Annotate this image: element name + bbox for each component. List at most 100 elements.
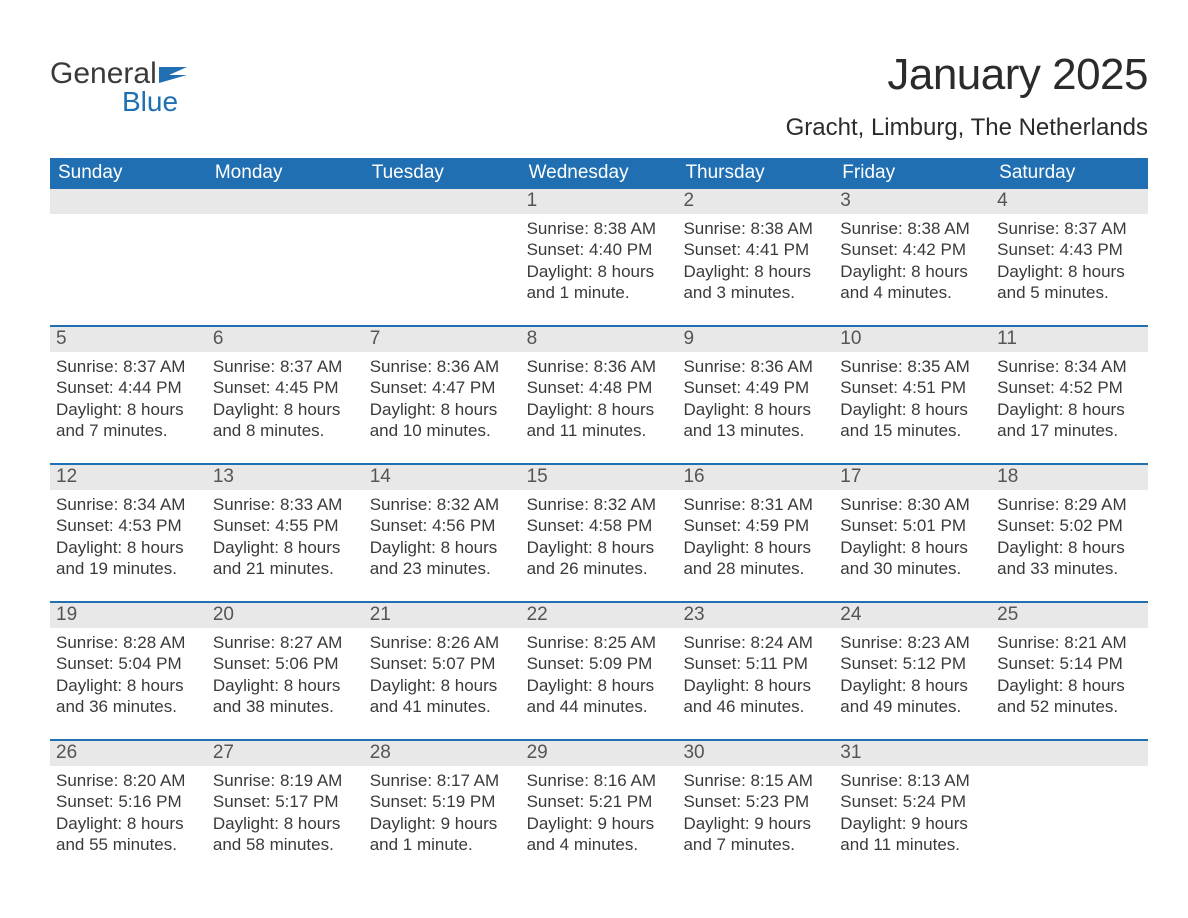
week-row: 1Sunrise: 8:38 AMSunset: 4:40 PMDaylight… <box>50 189 1148 309</box>
day-number: 31 <box>834 741 991 766</box>
daylight2-text: and 36 minutes. <box>56 696 201 717</box>
calendar-cell <box>991 741 1148 861</box>
cell-body: Sunrise: 8:37 AMSunset: 4:44 PMDaylight:… <box>50 352 207 441</box>
sunrise-text: Sunrise: 8:25 AM <box>527 632 672 653</box>
calendar-cell: 27Sunrise: 8:19 AMSunset: 5:17 PMDayligh… <box>207 741 364 861</box>
sunset-text: Sunset: 4:59 PM <box>683 515 828 536</box>
calendar: Sunday Monday Tuesday Wednesday Thursday… <box>50 158 1148 861</box>
daylight1-text: Daylight: 8 hours <box>56 399 201 420</box>
sunrise-text: Sunrise: 8:38 AM <box>683 218 828 239</box>
sunset-text: Sunset: 5:04 PM <box>56 653 201 674</box>
calendar-cell <box>207 189 364 309</box>
sunrise-text: Sunrise: 8:29 AM <box>997 494 1142 515</box>
calendar-cell: 2Sunrise: 8:38 AMSunset: 4:41 PMDaylight… <box>677 189 834 309</box>
daylight1-text: Daylight: 8 hours <box>997 675 1142 696</box>
calendar-cell: 17Sunrise: 8:30 AMSunset: 5:01 PMDayligh… <box>834 465 991 585</box>
sunrise-text: Sunrise: 8:32 AM <box>527 494 672 515</box>
cell-body: Sunrise: 8:38 AMSunset: 4:41 PMDaylight:… <box>677 214 834 303</box>
cell-body: Sunrise: 8:16 AMSunset: 5:21 PMDaylight:… <box>521 766 678 855</box>
sunrise-text: Sunrise: 8:37 AM <box>213 356 358 377</box>
sunrise-text: Sunrise: 8:37 AM <box>56 356 201 377</box>
daylight2-text: and 52 minutes. <box>997 696 1142 717</box>
daylight2-text: and 19 minutes. <box>56 558 201 579</box>
daylight1-text: Daylight: 8 hours <box>840 675 985 696</box>
sunset-text: Sunset: 4:53 PM <box>56 515 201 536</box>
sunset-text: Sunset: 4:58 PM <box>527 515 672 536</box>
sunset-text: Sunset: 4:56 PM <box>370 515 515 536</box>
sunset-text: Sunset: 5:24 PM <box>840 791 985 812</box>
sunrise-text: Sunrise: 8:35 AM <box>840 356 985 377</box>
sunrise-text: Sunrise: 8:30 AM <box>840 494 985 515</box>
cell-body: Sunrise: 8:32 AMSunset: 4:56 PMDaylight:… <box>364 490 521 579</box>
cell-body: Sunrise: 8:34 AMSunset: 4:53 PMDaylight:… <box>50 490 207 579</box>
calendar-cell: 3Sunrise: 8:38 AMSunset: 4:42 PMDaylight… <box>834 189 991 309</box>
sunrise-text: Sunrise: 8:37 AM <box>997 218 1142 239</box>
calendar-cell: 5Sunrise: 8:37 AMSunset: 4:44 PMDaylight… <box>50 327 207 447</box>
daylight1-text: Daylight: 9 hours <box>683 813 828 834</box>
daylight2-text: and 38 minutes. <box>213 696 358 717</box>
sunset-text: Sunset: 5:09 PM <box>527 653 672 674</box>
day-number: 4 <box>991 189 1148 214</box>
cell-body: Sunrise: 8:23 AMSunset: 5:12 PMDaylight:… <box>834 628 991 717</box>
daylight1-text: Daylight: 8 hours <box>56 537 201 558</box>
logo-line1: General <box>50 60 189 89</box>
week-row: 19Sunrise: 8:28 AMSunset: 5:04 PMDayligh… <box>50 601 1148 723</box>
week-row: 12Sunrise: 8:34 AMSunset: 4:53 PMDayligh… <box>50 463 1148 585</box>
daylight1-text: Daylight: 8 hours <box>527 399 672 420</box>
sunset-text: Sunset: 4:43 PM <box>997 239 1142 260</box>
sunrise-text: Sunrise: 8:36 AM <box>683 356 828 377</box>
sunrise-text: Sunrise: 8:34 AM <box>56 494 201 515</box>
sunset-text: Sunset: 5:14 PM <box>997 653 1142 674</box>
cell-body: Sunrise: 8:15 AMSunset: 5:23 PMDaylight:… <box>677 766 834 855</box>
daylight1-text: Daylight: 8 hours <box>56 675 201 696</box>
sunset-text: Sunset: 4:47 PM <box>370 377 515 398</box>
daylight1-text: Daylight: 8 hours <box>370 537 515 558</box>
sunset-text: Sunset: 5:07 PM <box>370 653 515 674</box>
month-title: January 2025 <box>786 50 1148 100</box>
day-number: 19 <box>50 603 207 628</box>
daylight1-text: Daylight: 8 hours <box>997 399 1142 420</box>
cell-body: Sunrise: 8:35 AMSunset: 4:51 PMDaylight:… <box>834 352 991 441</box>
daylight2-text: and 11 minutes. <box>527 420 672 441</box>
daylight1-text: Daylight: 8 hours <box>997 537 1142 558</box>
day-number: 9 <box>677 327 834 352</box>
calendar-cell: 9Sunrise: 8:36 AMSunset: 4:49 PMDaylight… <box>677 327 834 447</box>
cell-body: Sunrise: 8:29 AMSunset: 5:02 PMDaylight:… <box>991 490 1148 579</box>
calendar-cell: 28Sunrise: 8:17 AMSunset: 5:19 PMDayligh… <box>364 741 521 861</box>
daylight2-text: and 5 minutes. <box>997 282 1142 303</box>
cell-body: Sunrise: 8:17 AMSunset: 5:19 PMDaylight:… <box>364 766 521 855</box>
calendar-cell: 1Sunrise: 8:38 AMSunset: 4:40 PMDaylight… <box>521 189 678 309</box>
daylight1-text: Daylight: 8 hours <box>213 675 358 696</box>
day-header: Tuesday <box>364 158 521 189</box>
daylight2-text: and 3 minutes. <box>683 282 828 303</box>
sunrise-text: Sunrise: 8:24 AM <box>683 632 828 653</box>
day-number <box>991 741 1148 766</box>
daylight1-text: Daylight: 8 hours <box>840 399 985 420</box>
cell-body: Sunrise: 8:36 AMSunset: 4:47 PMDaylight:… <box>364 352 521 441</box>
calendar-cell: 19 Sunrise: 8:28 AMSunset: 5:04 PMDayligh… <box>50 603 207 723</box>
daylight2-text: and 1 minute. <box>370 834 515 855</box>
daylight2-text: and 4 minutes. <box>840 282 985 303</box>
day-number: 8 <box>521 327 678 352</box>
week-row: 26Sunrise: 8:20 AMSunset: 5:16 PMDayligh… <box>50 739 1148 861</box>
day-number: 22 <box>521 603 678 628</box>
sunrise-text: Sunrise: 8:28 AM <box>56 632 201 653</box>
daylight1-text: Daylight: 8 hours <box>527 537 672 558</box>
day-number: 5 <box>50 327 207 352</box>
calendar-cell: 23Sunrise: 8:24 AMSunset: 5:11 PMDayligh… <box>677 603 834 723</box>
cell-body: Sunrise: 8:25 AMSunset: 5:09 PMDaylight:… <box>521 628 678 717</box>
daylight2-text: and 7 minutes. <box>683 834 828 855</box>
calendar-cell: 20Sunrise: 8:27 AMSunset: 5:06 PMDayligh… <box>207 603 364 723</box>
daylight2-text: and 26 minutes. <box>527 558 672 579</box>
calendar-cell: 26Sunrise: 8:20 AMSunset: 5:16 PMDayligh… <box>50 741 207 861</box>
day-number: 28 <box>364 741 521 766</box>
day-number <box>207 189 364 214</box>
sunset-text: Sunset: 5:06 PM <box>213 653 358 674</box>
logo: General Blue <box>50 50 189 115</box>
sunset-text: Sunset: 4:51 PM <box>840 377 985 398</box>
daylight2-text: and 30 minutes. <box>840 558 985 579</box>
sunset-text: Sunset: 5:01 PM <box>840 515 985 536</box>
cell-body: Sunrise: 8:38 AMSunset: 4:40 PMDaylight:… <box>521 214 678 303</box>
daylight1-text: Daylight: 8 hours <box>213 813 358 834</box>
day-number: 10 <box>834 327 991 352</box>
